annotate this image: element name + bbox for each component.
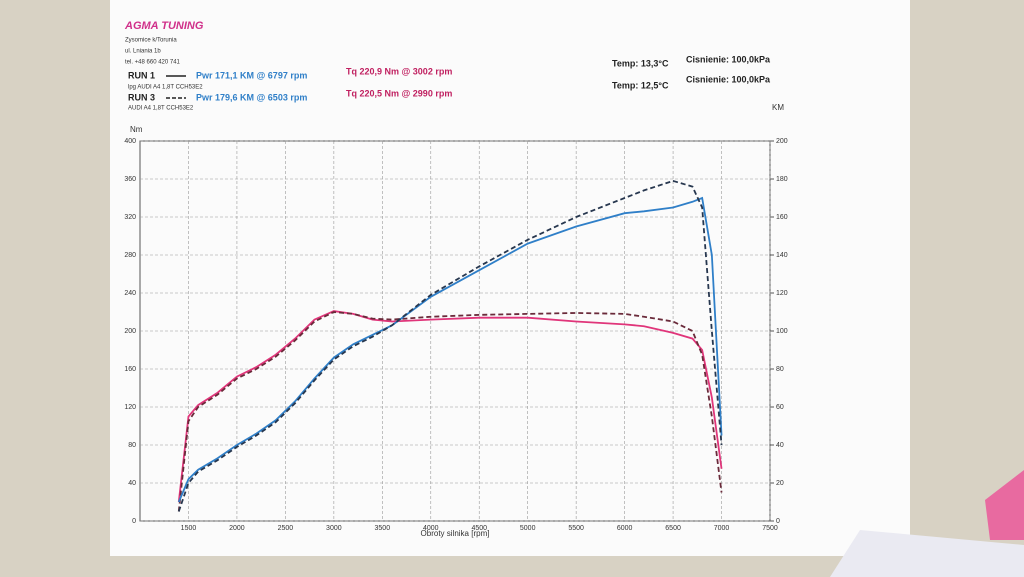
- run-car: AUDI A4 1,8T CCH53E2: [128, 106, 194, 112]
- run-car: lpg AUDI A4 1,8T CCH53E2: [128, 85, 203, 91]
- y2-tick-label: 160: [776, 214, 788, 221]
- y-tick-label: 280: [124, 252, 136, 259]
- x-tick-label: 1500: [181, 525, 197, 532]
- x-tick-label: 7500: [762, 525, 778, 532]
- y2-tick-label: 0: [776, 518, 780, 525]
- x-tick-label: 4000: [423, 525, 439, 532]
- y2-tick-label: 120: [776, 290, 788, 297]
- company: AGMA TUNING: [124, 20, 204, 32]
- y-tick-label: 40: [128, 480, 136, 487]
- y2-tick-label: 200: [776, 138, 788, 145]
- y2-tick-label: 20: [776, 480, 784, 487]
- run-label: RUN 3: [128, 92, 155, 102]
- x-tick-label: 3500: [375, 525, 391, 532]
- x-tick-label: 5000: [520, 525, 536, 532]
- y2-tick-label: 60: [776, 404, 784, 411]
- y-tick-label: 160: [124, 366, 136, 373]
- y-tick-label: 360: [124, 176, 136, 183]
- x-tick-label: 6000: [617, 525, 633, 532]
- x-tick-label: 6500: [665, 525, 681, 532]
- fabric: [830, 530, 1024, 577]
- run-power: Pwr 171,1 KM @ 6797 rpm: [196, 70, 307, 80]
- series-line: [177, 179, 723, 512]
- x-axis-label: Obroty silnika [rpm]: [421, 529, 490, 538]
- y-axis-label: Nm: [130, 125, 143, 134]
- temp: Temp: 13,3°C: [612, 58, 669, 68]
- address: ul. Lniania 1b: [125, 49, 161, 55]
- series-line: [177, 310, 723, 503]
- pressure: Cisnienie: 100,0kPa: [686, 54, 771, 64]
- x-tick-label: 7000: [714, 525, 730, 532]
- y-tick-label: 400: [124, 138, 136, 145]
- y-tick-label: 0: [132, 518, 136, 525]
- run-torque: Tq 220,9 Nm @ 3002 rpm: [346, 66, 452, 76]
- x-tick-label: 3000: [326, 525, 342, 532]
- temp: Temp: 12,5°C: [612, 80, 669, 90]
- y2-tick-label: 40: [776, 442, 784, 449]
- paper: [110, 0, 910, 556]
- x-tick-label: 2500: [278, 525, 294, 532]
- y-tick-label: 240: [124, 290, 136, 297]
- series-line: [177, 196, 723, 503]
- series-line: [177, 311, 723, 512]
- x-tick-label: 4500: [471, 525, 487, 532]
- pressure: Cisnienie: 100,0kPa: [686, 74, 771, 84]
- fabric-pink: [985, 470, 1024, 540]
- run-label: RUN 1: [128, 70, 155, 80]
- y-tick-label: 320: [124, 214, 136, 221]
- y-tick-label: 80: [128, 442, 136, 449]
- y2-tick-label: 80: [776, 366, 784, 373]
- x-tick-label: 2000: [229, 525, 245, 532]
- y2-tick-label: 100: [776, 328, 788, 335]
- run-torque: Tq 220,5 Nm @ 2990 rpm: [346, 88, 452, 98]
- y-tick-label: 200: [124, 328, 136, 335]
- x-tick-label: 5500: [568, 525, 584, 532]
- y2-axis-label: KM: [772, 103, 784, 112]
- y2-tick-label: 140: [776, 252, 788, 259]
- run-power: Pwr 179,6 KM @ 6503 rpm: [196, 92, 307, 102]
- y-tick-label: 120: [124, 404, 136, 411]
- address: tel. +48 660 420 741: [125, 60, 181, 66]
- address: Zysomice k/Torunia: [125, 38, 177, 44]
- y2-tick-label: 180: [776, 176, 788, 183]
